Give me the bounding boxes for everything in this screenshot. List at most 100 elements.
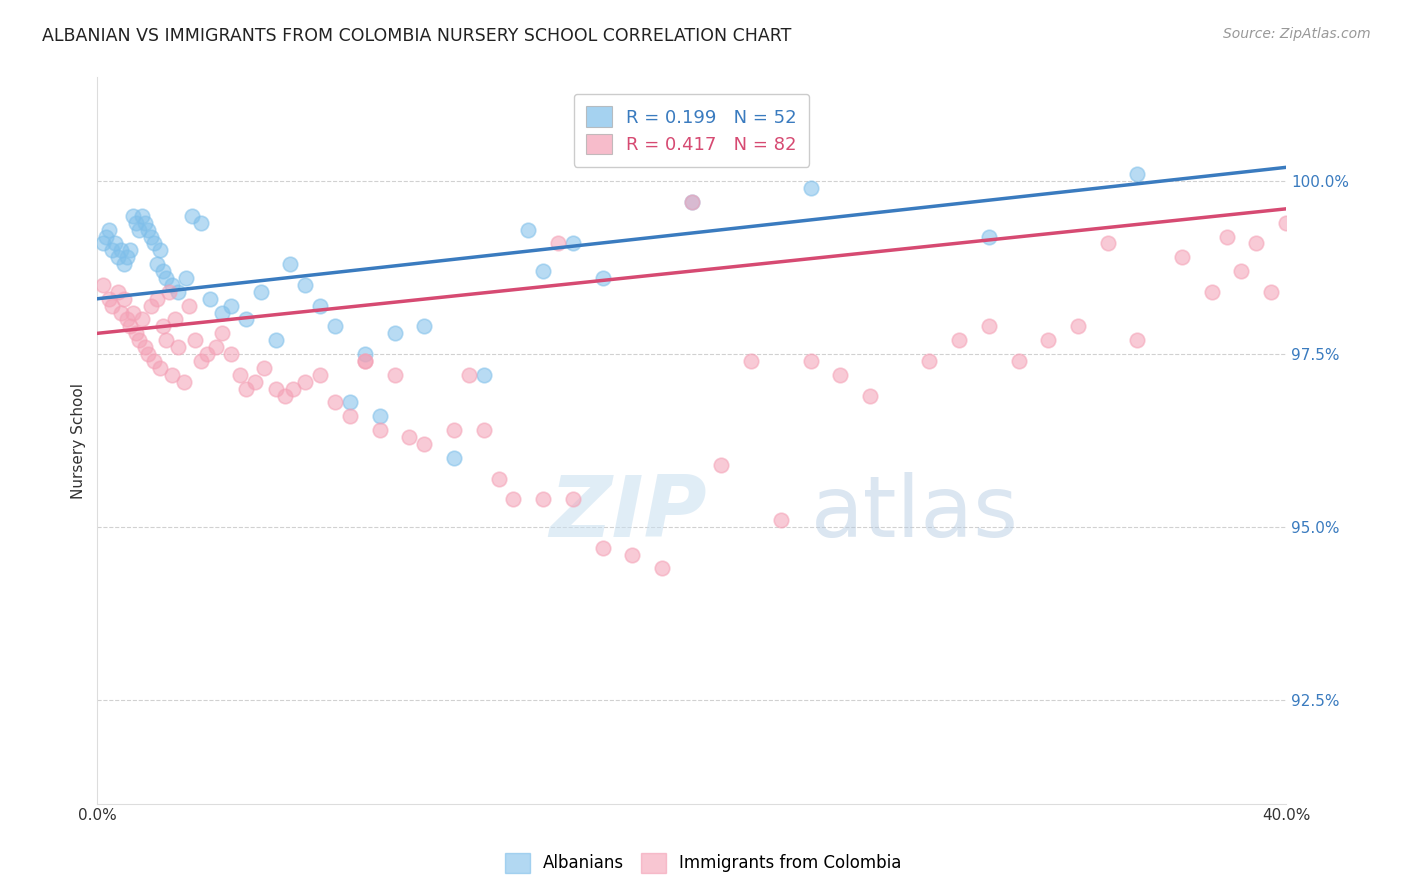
- Point: [740, 354, 762, 368]
- Point: [184, 333, 207, 347]
- Point: [139, 299, 162, 313]
- Point: [115, 312, 138, 326]
- Point: [977, 319, 1000, 334]
- Point: [443, 450, 465, 465]
- Point: [948, 333, 970, 347]
- Point: [128, 222, 150, 236]
- Point: [243, 375, 266, 389]
- Point: [98, 222, 121, 236]
- Point: [249, 285, 271, 299]
- Point: [651, 561, 673, 575]
- Point: [160, 368, 183, 382]
- Point: [166, 340, 188, 354]
- Point: [323, 319, 346, 334]
- Point: [264, 333, 287, 347]
- Point: [181, 209, 204, 223]
- Point: [502, 492, 524, 507]
- Point: [339, 395, 361, 409]
- Point: [443, 423, 465, 437]
- Point: [294, 277, 316, 292]
- Point: [830, 368, 852, 382]
- Point: [1007, 354, 1029, 368]
- Point: [122, 305, 145, 319]
- Point: [118, 244, 141, 258]
- Point: [110, 244, 132, 258]
- Point: [1201, 285, 1223, 299]
- Point: [211, 305, 233, 319]
- Point: [131, 209, 153, 223]
- Point: [142, 354, 165, 368]
- Point: [384, 326, 406, 341]
- Point: [110, 305, 132, 319]
- Text: atlas: atlas: [810, 472, 1018, 555]
- Point: [1244, 236, 1267, 251]
- Point: [1215, 229, 1237, 244]
- Point: [134, 216, 156, 230]
- Point: [472, 368, 495, 382]
- Point: [176, 271, 198, 285]
- Point: [1126, 167, 1149, 181]
- Point: [457, 368, 479, 382]
- Point: [769, 513, 792, 527]
- Point: [91, 236, 114, 251]
- Point: [413, 437, 436, 451]
- Point: [136, 222, 159, 236]
- Point: [413, 319, 436, 334]
- Point: [149, 360, 172, 375]
- Point: [561, 236, 583, 251]
- Point: [152, 319, 174, 334]
- Point: [280, 257, 302, 271]
- Point: [859, 388, 882, 402]
- Point: [128, 333, 150, 347]
- Point: [152, 264, 174, 278]
- Point: [104, 236, 127, 251]
- Point: [1126, 333, 1149, 347]
- Point: [517, 222, 540, 236]
- Point: [166, 285, 188, 299]
- Point: [195, 347, 218, 361]
- Point: [353, 354, 375, 368]
- Point: [1067, 319, 1090, 334]
- Point: [131, 312, 153, 326]
- Point: [229, 368, 252, 382]
- Point: [353, 354, 375, 368]
- Point: [190, 216, 212, 230]
- Point: [561, 492, 583, 507]
- Point: [323, 395, 346, 409]
- Point: [91, 277, 114, 292]
- Point: [173, 375, 195, 389]
- Point: [353, 347, 375, 361]
- Point: [235, 312, 257, 326]
- Point: [96, 229, 118, 244]
- Point: [384, 368, 406, 382]
- Point: [112, 292, 135, 306]
- Point: [977, 229, 1000, 244]
- Point: [398, 430, 420, 444]
- Point: [294, 375, 316, 389]
- Y-axis label: Nursery School: Nursery School: [72, 383, 86, 499]
- Point: [125, 216, 148, 230]
- Point: [107, 250, 129, 264]
- Point: [592, 271, 614, 285]
- Point: [235, 382, 257, 396]
- Point: [309, 368, 332, 382]
- Point: [107, 285, 129, 299]
- Point: [488, 472, 510, 486]
- Point: [592, 541, 614, 555]
- Point: [190, 354, 212, 368]
- Point: [264, 382, 287, 396]
- Point: [125, 326, 148, 341]
- Point: [681, 194, 703, 209]
- Point: [799, 181, 821, 195]
- Point: [115, 250, 138, 264]
- Point: [547, 236, 569, 251]
- Point: [1275, 216, 1298, 230]
- Point: [253, 360, 276, 375]
- Point: [1038, 333, 1060, 347]
- Point: [205, 340, 228, 354]
- Point: [112, 257, 135, 271]
- Point: [531, 264, 554, 278]
- Point: [339, 409, 361, 424]
- Point: [149, 244, 172, 258]
- Point: [283, 382, 305, 396]
